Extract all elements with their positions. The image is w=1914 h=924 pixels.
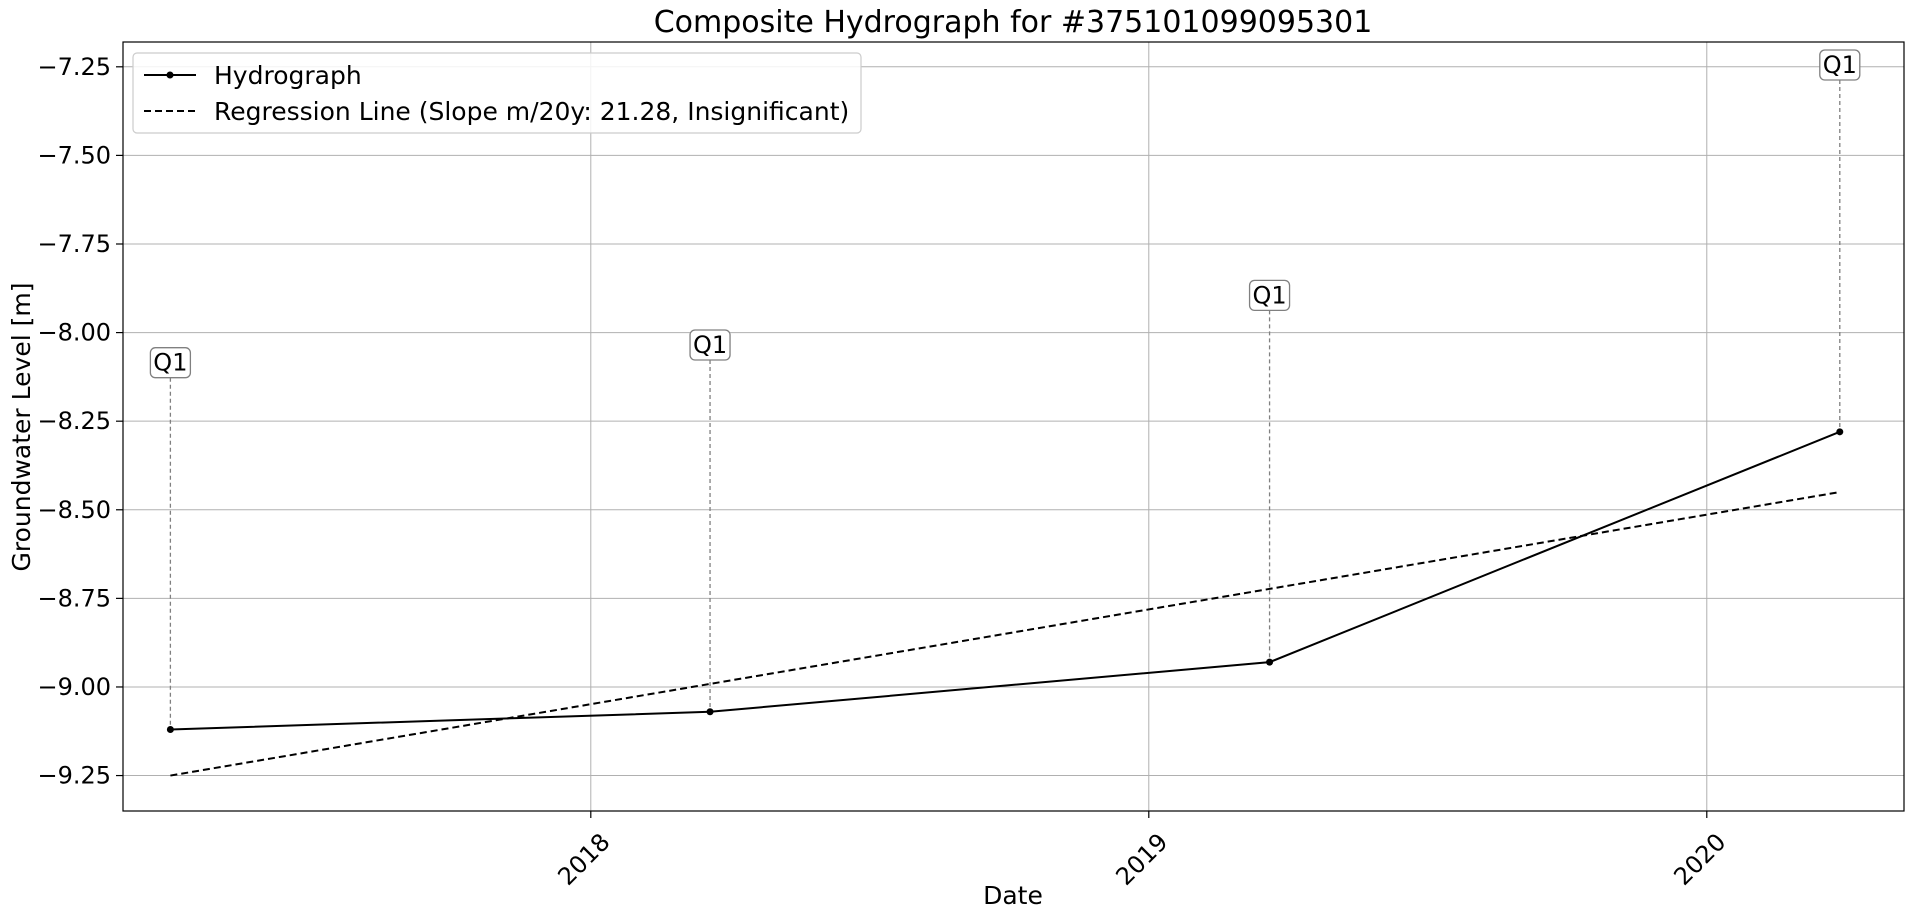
data-point: [1266, 658, 1274, 666]
annotation-box: [689, 329, 731, 361]
y-tick-label: −8.25: [37, 407, 111, 435]
legend-box: [132, 52, 862, 134]
annotation-box: [149, 347, 192, 379]
x-tick-label: 2018: [552, 828, 615, 891]
series-line: [170, 430, 1841, 731]
y-tick-label: −8.00: [37, 319, 111, 347]
y-axis-label: Groundwater Level [m]: [7, 283, 36, 572]
data-point: [166, 725, 174, 733]
x-tick-label: 2020: [1668, 828, 1731, 891]
y-tick-label: −9.00: [37, 673, 111, 701]
plot-frame: [122, 41, 1905, 812]
legend-entry-label: Regression Line (Slope m/20y: 21.28, Ins…: [214, 97, 849, 126]
annotation-box: [1819, 49, 1861, 81]
legend-swatch-marker: [166, 71, 174, 79]
data-point: [1836, 428, 1844, 436]
x-tick-label: 2019: [1110, 828, 1173, 891]
annotation-box: [1248, 279, 1291, 312]
annotation-label: Q1: [1252, 281, 1286, 309]
legend-entry-label: Hydrograph: [214, 61, 362, 90]
x-axis-label: Date: [983, 881, 1043, 910]
annotation-label: Q1: [693, 331, 727, 359]
y-tick-label: −7.25: [37, 53, 111, 81]
annotation-label: Q1: [153, 349, 187, 377]
y-tick-label: −7.50: [37, 141, 111, 169]
y-tick-label: −8.50: [37, 496, 111, 524]
data-point: [706, 708, 714, 716]
chart-title: Composite Hydrograph for #37510109909530…: [654, 5, 1373, 40]
y-tick-label: −9.25: [37, 762, 111, 790]
series-line: [170, 491, 1840, 777]
y-tick-label: −7.75: [37, 230, 111, 258]
y-tick-label: −8.75: [37, 584, 111, 612]
annotation-label: Q1: [1823, 51, 1857, 79]
